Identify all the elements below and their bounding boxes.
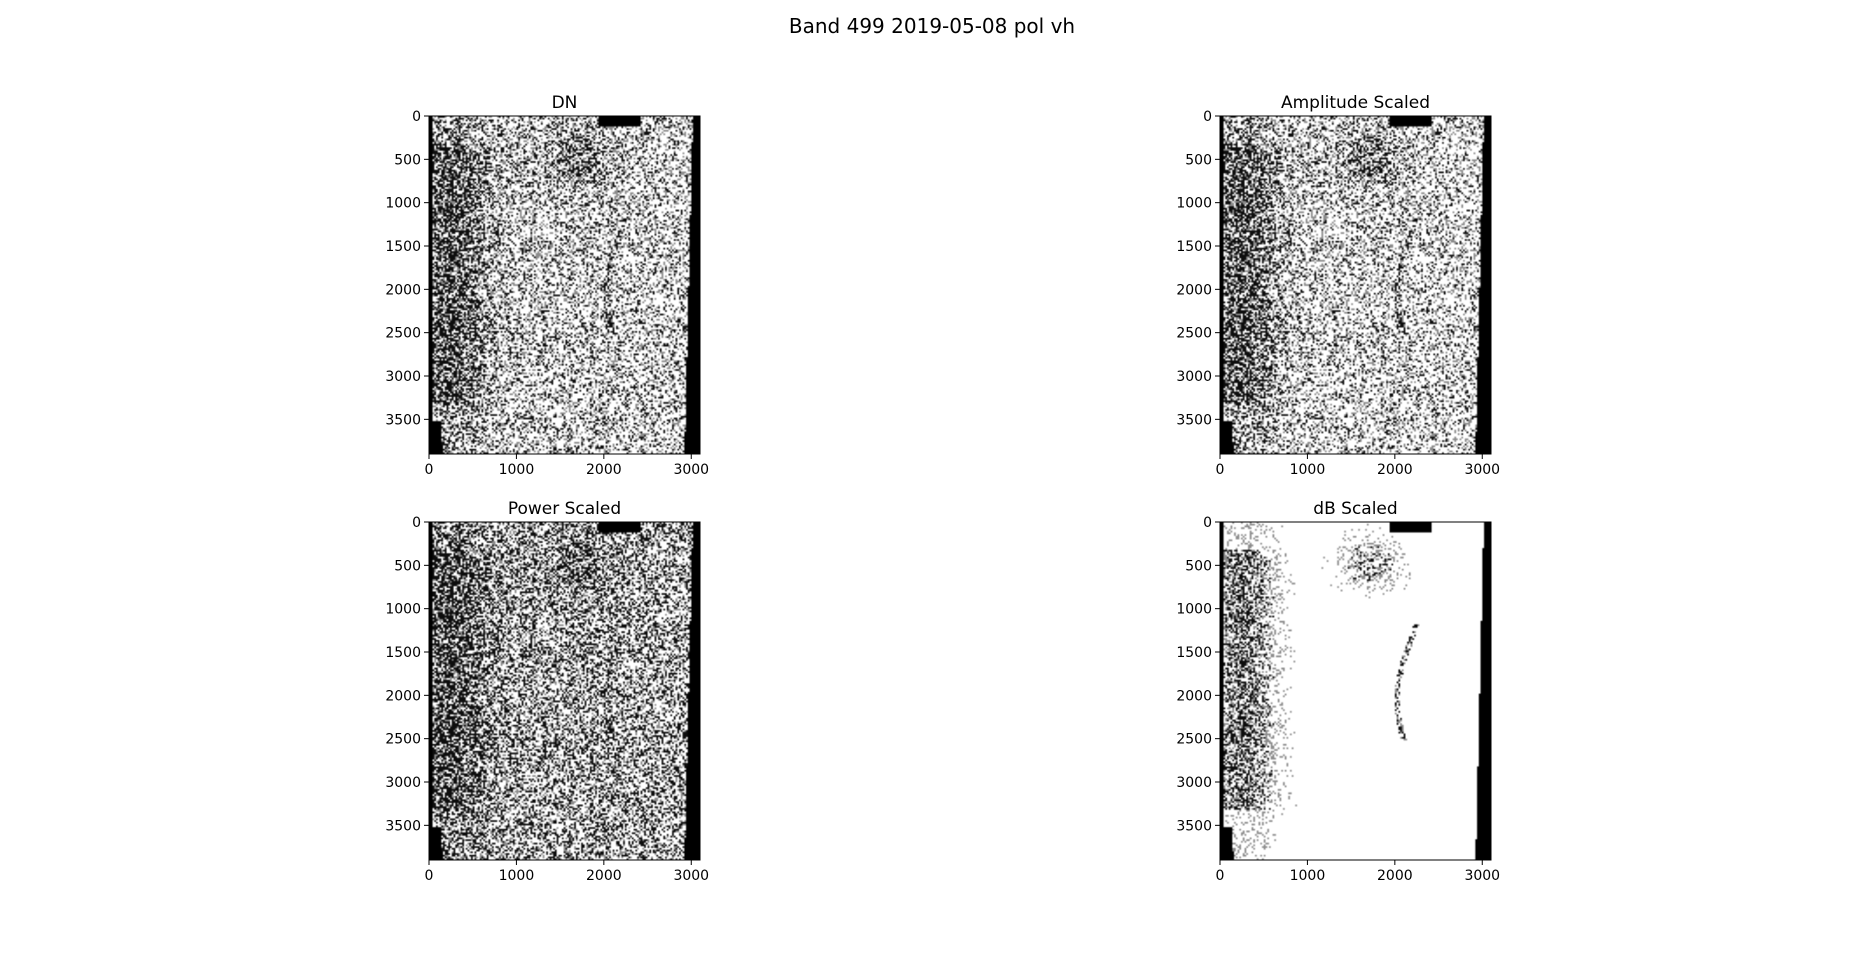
panel-image <box>1220 116 1491 454</box>
y-tick-label: 1000 <box>1176 196 1212 212</box>
x-tick-label: 3000 <box>1464 868 1500 884</box>
y-tick-label: 3000 <box>1176 775 1212 791</box>
y-tick-label: 3500 <box>385 818 421 834</box>
x-tick-label: 0 <box>425 462 434 478</box>
panel-4: dB Scaled 0 1000 2000 3000 0 500 1000 1500 2000 25… <box>1176 499 1500 884</box>
x-tick-label: 0 <box>1216 868 1225 884</box>
x-tick-label: 1000 <box>1290 462 1326 478</box>
x-tick-label: 3000 <box>673 462 709 478</box>
x-tick-label: 1000 <box>499 868 535 884</box>
x-tick-label: 0 <box>1216 462 1225 478</box>
x-tick-label: 2000 <box>586 868 622 884</box>
panel-frame <box>428 521 701 861</box>
y-tick-label: 2000 <box>1176 688 1212 704</box>
y-tick-label: 3000 <box>385 775 421 791</box>
panel-frame <box>1219 521 1492 861</box>
panel-title: DN <box>552 93 578 113</box>
x-tick-label: 3000 <box>673 868 709 884</box>
y-tick-label: 0 <box>412 109 421 125</box>
panel-frame <box>428 115 701 455</box>
panel-2: Amplitude Scaled 0 1000 2000 3000 0 500 1000 150… <box>1176 93 1500 478</box>
y-tick-label: 500 <box>1185 558 1212 574</box>
y-tick-label: 3500 <box>1176 412 1212 428</box>
x-tick-label: 2000 <box>1377 868 1413 884</box>
x-tick-label: 2000 <box>1377 462 1413 478</box>
panel-3: Power Scaled 0 1000 2000 3000 0 500 1000 1500 200… <box>385 499 709 884</box>
y-tick-label: 3500 <box>385 412 421 428</box>
y-tick-label: 1500 <box>385 645 421 661</box>
y-tick-label: 3000 <box>385 369 421 385</box>
x-tick-label: 2000 <box>586 462 622 478</box>
y-tick-label: 0 <box>412 515 421 531</box>
y-tick-label: 500 <box>1185 152 1212 168</box>
y-tick-label: 2500 <box>1176 732 1212 748</box>
panel-frame <box>1219 115 1492 455</box>
panel-image <box>1220 522 1491 860</box>
panel-title: Power Scaled <box>508 499 621 519</box>
y-tick-label: 0 <box>1203 515 1212 531</box>
x-tick-label: 1000 <box>1290 868 1326 884</box>
y-tick-label: 1500 <box>385 239 421 255</box>
x-tick-label: 3000 <box>1464 462 1500 478</box>
panel-title: dB Scaled <box>1313 499 1397 519</box>
y-tick-label: 1000 <box>385 602 421 618</box>
y-tick-label: 2000 <box>385 282 421 298</box>
panel-1: DN 0 1000 2000 3000 0 500 1000 1500 2000 2500 3000 3… <box>385 93 709 478</box>
x-tick-label: 0 <box>425 868 434 884</box>
panel-title: Amplitude Scaled <box>1281 93 1430 113</box>
y-tick-label: 3500 <box>1176 818 1212 834</box>
panel-image <box>429 522 700 860</box>
y-tick-label: 1500 <box>1176 645 1212 661</box>
y-tick-label: 2000 <box>385 688 421 704</box>
y-tick-label: 3000 <box>1176 369 1212 385</box>
y-tick-label: 500 <box>394 152 421 168</box>
y-tick-label: 500 <box>394 558 421 574</box>
y-tick-label: 2000 <box>1176 282 1212 298</box>
y-tick-label: 1000 <box>385 196 421 212</box>
panel-image <box>429 116 700 454</box>
figure-suptitle: Band 499 2019-05-08 pol vh <box>789 14 1075 38</box>
y-tick-label: 1000 <box>1176 602 1212 618</box>
y-tick-label: 0 <box>1203 109 1212 125</box>
y-tick-label: 2500 <box>385 732 421 748</box>
y-tick-label: 2500 <box>385 326 421 342</box>
x-tick-label: 1000 <box>499 462 535 478</box>
y-tick-label: 1500 <box>1176 239 1212 255</box>
y-tick-label: 2500 <box>1176 326 1212 342</box>
